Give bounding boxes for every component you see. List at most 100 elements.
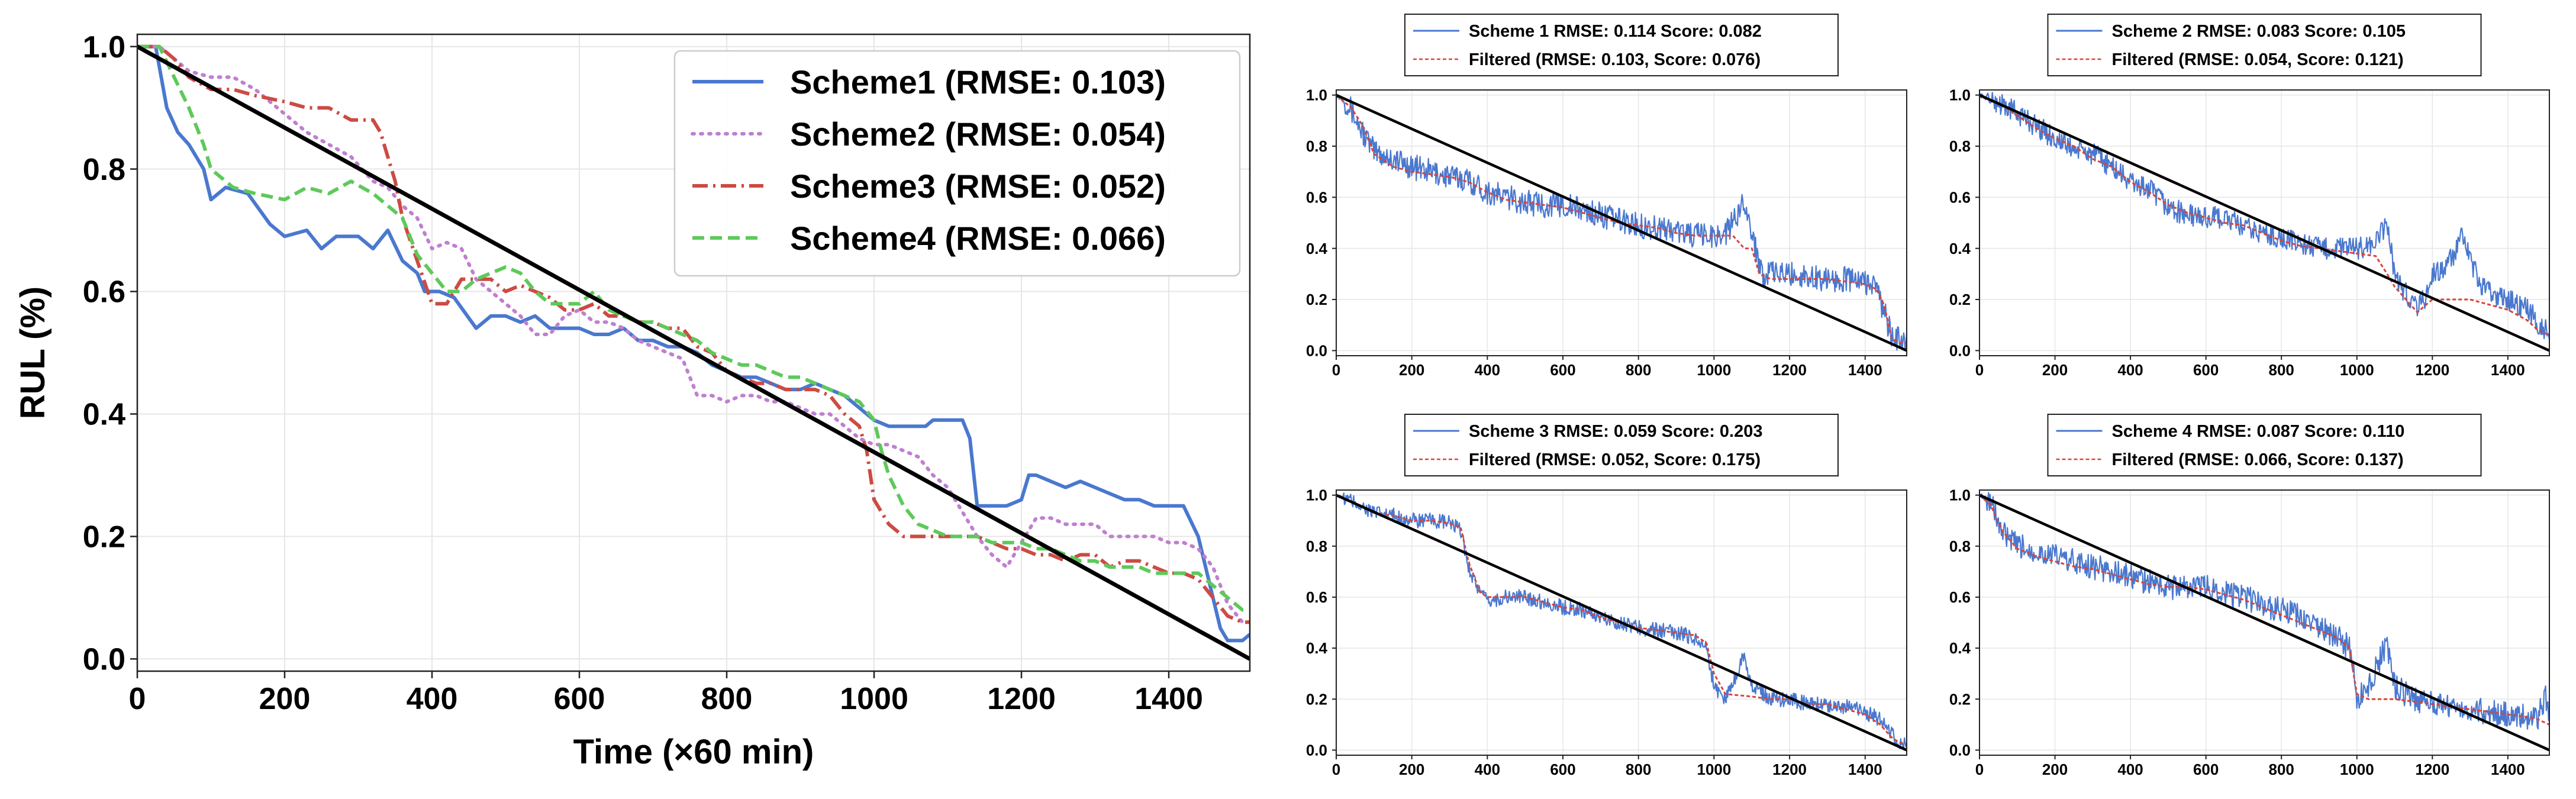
y-tick-label: 0.6 xyxy=(1306,588,1327,606)
x-tick-label: 400 xyxy=(1475,761,1500,778)
x-tick-label: 1000 xyxy=(1697,361,1731,379)
panel-legend-entry-noisy: Scheme 4 RMSE: 0.087 Score: 0.110 xyxy=(2112,422,2405,441)
x-tick-label: 1200 xyxy=(1772,761,1807,778)
y-tick-label: 1.0 xyxy=(1306,487,1327,504)
panel-legend-entry-filtered: Filtered (RMSE: 0.066, Score: 0.137) xyxy=(2112,450,2404,469)
y-tick-label: 1.0 xyxy=(83,30,125,65)
panel-legend-box xyxy=(2047,14,2482,76)
panel-legend-entry-noisy: Scheme 1 RMSE: 0.114 Score: 0.082 xyxy=(1469,22,1762,41)
series-line-scheme2 xyxy=(137,44,1250,624)
x-tick-label: 0 xyxy=(1332,361,1340,379)
x-tick-label: 1200 xyxy=(1772,361,1807,379)
plot-frame xyxy=(1979,489,2550,756)
x-tick-label: 800 xyxy=(2269,361,2294,379)
y-tick-label: 0.8 xyxy=(1949,537,1971,555)
x-tick-label: 200 xyxy=(1399,361,1424,379)
plot-area xyxy=(1979,492,2549,752)
plot-area xyxy=(1336,492,1907,752)
ideal-rul-line xyxy=(1336,94,1907,352)
series-line-scheme-3 xyxy=(1336,492,1907,749)
panel-legend-entry-noisy: Scheme 3 RMSE: 0.059 Score: 0.203 xyxy=(1469,422,1762,441)
x-tick-label: 800 xyxy=(701,682,753,716)
legend: Scheme1 (RMSE: 0.103) Scheme2 (RMSE: 0.05… xyxy=(673,50,1241,277)
y-tick-label: 0.2 xyxy=(1949,690,1971,708)
y-tick-label: 0.2 xyxy=(1306,690,1327,708)
y-tick-label: 0.8 xyxy=(1306,537,1327,555)
x-tick-label: 600 xyxy=(1550,361,1575,379)
panel-legend-box xyxy=(1404,14,1839,76)
y-tick-label: 0.4 xyxy=(1949,240,1971,257)
series-line-scheme-4 xyxy=(1979,492,2549,730)
legend-entry-scheme2: Scheme2 (RMSE: 0.054) xyxy=(790,115,1166,153)
x-tick-label: 400 xyxy=(407,682,458,716)
panel-legend: Scheme 2 RMSE: 0.083 Score: 0.105 Filtere… xyxy=(2047,14,2482,76)
y-tick-label: 1.0 xyxy=(1949,487,1971,504)
x-tick-label: 200 xyxy=(259,682,311,716)
panel-legend: Scheme 3 RMSE: 0.059 Score: 0.203 Filtere… xyxy=(1404,414,1839,476)
panel-legend-entry-filtered: Filtered (RMSE: 0.052, Score: 0.175) xyxy=(1469,450,1761,469)
y-tick-label: 0.6 xyxy=(1949,188,1971,206)
panel-legend: Scheme 4 RMSE: 0.087 Score: 0.110 Filtere… xyxy=(2047,414,2482,476)
x-tick-label: 400 xyxy=(2117,761,2143,778)
x-tick-label: 0 xyxy=(1975,361,1984,379)
x-tick-label: 1200 xyxy=(2415,761,2449,778)
x-tick-label: 1400 xyxy=(2491,761,2525,778)
y-tick-label: 1.0 xyxy=(1306,86,1327,104)
plot-area xyxy=(1979,92,2549,352)
x-tick-label: 600 xyxy=(2193,361,2219,379)
plot-frame xyxy=(1336,89,1907,356)
x-axis-label: Time (×60 min) xyxy=(573,733,814,771)
ideal-rul-line xyxy=(1336,494,1907,752)
x-tick-label: 200 xyxy=(2042,361,2068,379)
plot-area xyxy=(1336,94,1907,352)
y-axis-label: RUL (%) xyxy=(14,286,52,419)
panel-legend: Scheme 1 RMSE: 0.114 Score: 0.082 Filtere… xyxy=(1404,14,1839,76)
y-tick-label: 0.8 xyxy=(83,153,125,187)
x-tick-label: 1000 xyxy=(840,682,908,716)
x-tick-label: 1400 xyxy=(1848,361,1882,379)
x-tick-label: 600 xyxy=(2193,761,2219,778)
y-tick-label: 0.6 xyxy=(1949,588,1971,606)
x-tick-label: 1000 xyxy=(2340,761,2374,778)
x-tick-label: 600 xyxy=(1550,761,1575,778)
series-line-scheme-2 xyxy=(1979,92,2549,340)
x-tick-label: 800 xyxy=(1626,761,1651,778)
chart-panel-3: 0 200 400 600 800 1000 1200 1400 0.0 0.2 0.4 0.6 0.8… xyxy=(1306,414,1907,778)
x-tick-label: 1000 xyxy=(1697,761,1731,778)
y-tick-label: 1.0 xyxy=(1949,86,1971,104)
y-tick-label: 0.2 xyxy=(83,520,125,555)
plot-frame xyxy=(1336,489,1907,756)
legend-box xyxy=(673,50,1241,277)
legend-entry-scheme4: Scheme4 (RMSE: 0.066) xyxy=(790,220,1166,257)
x-tick-label: 1000 xyxy=(2340,361,2374,379)
ideal-rul-line xyxy=(1979,494,2549,752)
legend-entry-scheme1: Scheme1 (RMSE: 0.103) xyxy=(790,63,1166,101)
y-tick-label: 0.2 xyxy=(1306,291,1327,308)
y-tick-label: 0.6 xyxy=(83,275,125,310)
y-tick-label: 0.0 xyxy=(1306,741,1327,759)
x-tick-label: 0 xyxy=(129,682,146,716)
chart-panel-2: 0 200 400 600 800 1000 1200 1400 0.0 0.2 0.4 0.6 0.8… xyxy=(1949,14,2550,379)
ideal-rul-line xyxy=(137,44,1250,661)
series-line-filtered xyxy=(1336,94,1907,344)
y-tick-label: 0.0 xyxy=(1949,341,1971,359)
panel-legend-box xyxy=(2047,414,2482,476)
chart-panel-4: 0 200 400 600 800 1000 1200 1400 0.0 0.2 0.4 0.6 0.8… xyxy=(1949,414,2550,778)
x-tick-label: 1400 xyxy=(1848,761,1882,778)
ideal-rul-line xyxy=(1979,94,2549,352)
y-tick-label: 0.8 xyxy=(1306,137,1327,155)
chart-panel-0: 0 200 400 600 800 1000 1200 1400 0.0 0.2 0.4 0.6 0.8… xyxy=(14,30,1251,771)
series-line-scheme4 xyxy=(137,44,1250,612)
plot-frame xyxy=(1979,89,2550,356)
y-tick-label: 0.4 xyxy=(83,398,125,432)
x-tick-label: 600 xyxy=(554,682,605,716)
y-tick-label: 0.8 xyxy=(1949,137,1971,155)
plot-frame xyxy=(136,33,1251,672)
y-tick-label: 0.4 xyxy=(1306,639,1328,657)
legend-entry-scheme3: Scheme3 (RMSE: 0.052) xyxy=(790,167,1166,205)
x-tick-label: 200 xyxy=(2042,761,2068,778)
y-tick-label: 0.6 xyxy=(1306,188,1327,206)
y-tick-label: 0.4 xyxy=(1949,639,1971,657)
x-tick-label: 1200 xyxy=(2415,361,2449,379)
